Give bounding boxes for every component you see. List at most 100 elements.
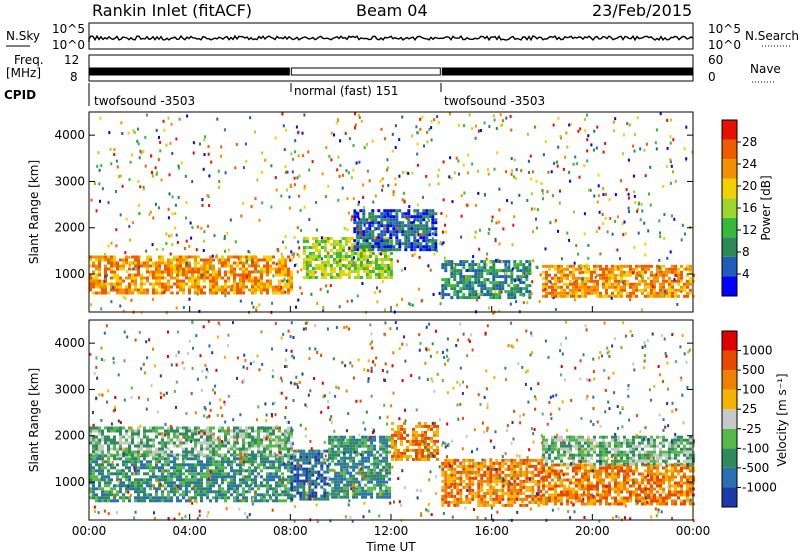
heatmap-cell [453,284,457,288]
heatmap-cell [338,174,341,178]
heatmap-cell [460,235,463,239]
heatmap-cell [209,288,212,292]
heatmap-cell [132,221,134,225]
heatmap-cell [584,117,586,121]
heatmap-cell [221,475,224,479]
heatmap-cell [465,284,469,288]
heatmap-cell [140,261,143,265]
heatmap-cell [364,492,368,496]
heatmap-cell [392,233,396,237]
heatmap-cell [450,458,454,462]
heatmap-cell [104,466,107,470]
heatmap-cell [206,276,209,280]
heatmap-cell [413,218,417,222]
heatmap-cell [365,142,368,146]
heatmap-cell [370,477,374,481]
heatmap-cell [179,267,182,271]
heatmap-cell [113,484,116,488]
heatmap-cell [245,496,248,500]
heatmap-cell [659,112,662,116]
heatmap-cell [385,471,389,475]
heatmap-cell [338,270,342,273]
heatmap-cell [185,438,188,442]
heatmap-cell [394,451,397,455]
heatmap-cell [137,267,140,271]
heatmap-cell [281,258,284,262]
heatmap-cell [260,499,263,503]
heatmap-cell [632,288,635,292]
heatmap-cell [583,232,586,236]
heatmap-cell [158,496,161,500]
heatmap-cell [522,272,526,276]
heatmap-cell [462,263,466,267]
heatmap-cell [425,212,429,216]
heatmap-cell [257,499,260,503]
heatmap-cell [395,209,399,213]
heatmap-cell [346,450,350,454]
heatmap-cell [447,494,451,498]
heatmap-cell [352,261,355,265]
heatmap-cell [456,476,460,480]
heatmap-cell [629,270,632,274]
heatmap-cell [641,209,644,213]
heatmap-cell [152,429,155,433]
heatmap-cell [191,432,194,436]
heatmap-cell [674,267,677,271]
heatmap-cell [551,276,554,280]
heatmap-cell [311,270,315,273]
heatmap-cell [209,472,212,476]
heatmap-cell [200,450,203,454]
heatmap-cell [194,466,197,470]
heatmap-cell [391,149,394,153]
heatmap-cell [374,194,377,198]
heatmap-cell [170,438,173,442]
heatmap-cell [376,477,380,481]
heatmap-cell [207,152,210,156]
heatmap-cell [457,159,460,163]
heatmap-cell [551,291,554,295]
heatmap-cell [92,487,95,491]
heatmap-cell [433,430,436,434]
heatmap-cell [398,239,402,243]
heatmap-cell [278,478,281,482]
heatmap-cell [122,469,125,473]
heatmap-cell [347,270,351,273]
heatmap-cell [167,435,170,439]
heatmap-cell [164,487,167,491]
heatmap-cell [260,450,263,454]
heatmap-cell [236,472,239,476]
heatmap-cell [113,276,116,280]
heatmap-cell [194,454,197,458]
heatmap-cell [161,444,164,448]
heatmap-cell [465,473,469,477]
heatmap-cell [257,444,260,448]
heatmap-cell [200,435,203,439]
heatmap-cell [386,239,390,243]
heatmap-cell [376,483,380,487]
heatmap-cell [418,433,421,437]
heatmap-cell [107,258,110,262]
heatmap-cell [254,270,257,274]
heatmap-cell [212,282,215,286]
heatmap-cell [419,117,422,121]
heatmap-cell [355,462,359,466]
heatmap-cell [674,270,677,274]
heatmap-cell [370,489,374,493]
heatmap-cell [248,484,251,488]
heatmap-cell [510,296,514,300]
heatmap-cell [239,457,242,461]
heatmap-cell [387,166,390,170]
heatmap-cell [175,263,178,267]
heatmap-cell [349,471,353,475]
heatmap-cell [444,476,448,480]
heatmap-cell [164,441,167,445]
heatmap-cell [188,466,191,470]
heatmap-cell [343,456,347,460]
heatmap-cell [326,290,329,294]
heatmap-cell [236,285,239,289]
heatmap-cell [534,125,536,129]
heatmap-cell [602,294,605,298]
heatmap-cell [98,258,101,262]
heatmap-cell [453,482,457,486]
heatmap-cell [501,275,505,279]
